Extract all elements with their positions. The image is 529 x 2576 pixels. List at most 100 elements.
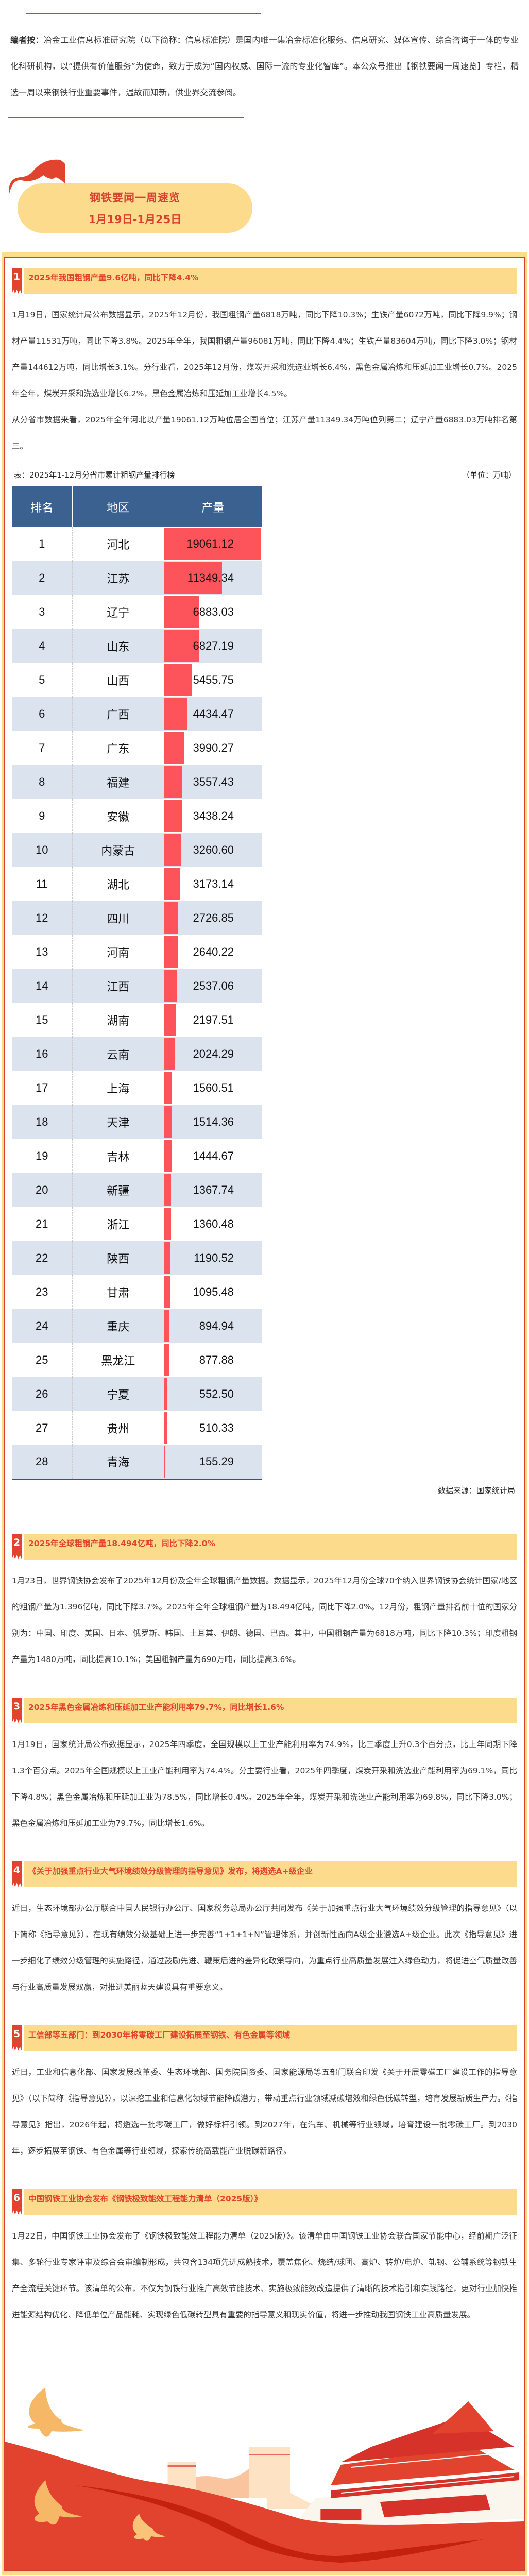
news-body: 近日，生态环境部办公厅联合中国人民银行办公厅、国家税务总局办公厅共同发布《关于加…	[12, 1895, 517, 2001]
data-bar	[164, 970, 178, 1002]
news-title: 工信部等五部门：到2030年将零碳工厂建设拓展至钢铁、有色金属等领域	[24, 2025, 517, 2051]
news-title: 2025年我国粗钢产量9.6亿吨，同比下降4.4%	[24, 268, 517, 294]
output-value: 2640.22	[193, 945, 234, 958]
news-item-5: 5 工信部等五部门：到2030年将零碳工厂建设拓展至钢铁、有色金属等领域 近日，…	[12, 2025, 517, 2164]
cell-output: 2537.06	[164, 969, 262, 1003]
cell-rank: 14	[12, 969, 73, 1003]
output-value: 1560.51	[193, 1081, 234, 1094]
cell-region: 四川	[72, 901, 164, 935]
data-bar	[164, 834, 181, 866]
cell-rank: 20	[12, 1173, 73, 1207]
news-paragraph: 1月23日，世界钢铁协会发布了2025年12月份及全年全球粗钢产量数据。数据显示…	[12, 1575, 517, 1664]
cell-region: 天津	[72, 1105, 164, 1139]
banner-box: 钢铁要闻一周速览 1月19日-1月25日	[18, 183, 252, 233]
table-row: 13 河南 2640.22	[12, 935, 262, 969]
cell-output: 155.29	[164, 1445, 262, 1480]
output-value: 3557.43	[193, 775, 234, 788]
flag-icon	[9, 159, 65, 194]
table-row: 26 宁夏 552.50	[12, 1377, 262, 1411]
cell-region: 湖北	[107, 878, 130, 891]
output-value: 510.33	[199, 1421, 234, 1434]
table-row: 27 贵州 510.33	[12, 1411, 262, 1445]
cell-output: 19061.12	[164, 527, 262, 561]
news-item-4: 4 《关于加强重点行业大气环境绩效分级管理的指导意见》发布，将遴选A+级企业 近…	[12, 1861, 517, 2001]
cell-region: 新疆	[72, 1173, 164, 1207]
table-row: 19 吉林 1444.67	[12, 1139, 262, 1173]
cell-rank: 19	[12, 1139, 73, 1173]
output-value: 2197.51	[193, 1013, 234, 1026]
cell-output: 1190.52	[164, 1241, 262, 1275]
column-header-region: 地区	[72, 486, 164, 527]
cell-rank: 27	[12, 1411, 73, 1445]
data-bar	[164, 902, 178, 934]
cell-output: 3260.60	[164, 833, 262, 867]
news-title: 2025年全球粗钢产量18.494亿吨，同比下降2.0%	[24, 1533, 517, 1560]
cell-output: 1360.48	[164, 1207, 262, 1241]
cell-region: 山东	[72, 629, 164, 663]
cell-region: 广东	[107, 742, 130, 755]
news-body: 近日，工业和信息化部、国家发展改革委、生态环境部、国务院国资委、国家能源局等五部…	[12, 2059, 517, 2164]
cell-region: 宁夏	[72, 1377, 164, 1411]
news-header: 6 中国钢铁工业协会发布《钢铁极致能效工程能力清单（2025版）》	[12, 2189, 517, 2215]
data-bar	[164, 1208, 172, 1240]
cell-rank: 26	[12, 1377, 73, 1411]
output-value: 155.29	[199, 1455, 234, 1468]
news-item-6: 6 中国钢铁工业协会发布《钢铁极致能效工程能力清单（2025版）》 1月22日，…	[12, 2189, 517, 2328]
cell-rank: 5	[12, 663, 73, 697]
output-value: 1444.67	[193, 1149, 234, 1162]
table-row: 3 辽宁 6883.03	[12, 595, 262, 629]
news-header: 2 2025年全球粗钢产量18.494亿吨，同比下降2.0%	[12, 1533, 517, 1560]
cell-rank: 12	[12, 901, 73, 935]
data-bar	[164, 1072, 173, 1104]
output-value: 877.88	[199, 1353, 234, 1366]
cell-rank: 15	[12, 1003, 73, 1037]
cell-region: 云南	[72, 1037, 164, 1071]
data-bar	[164, 528, 262, 560]
editor-note-label: 编者按：	[10, 35, 44, 45]
data-bar	[164, 664, 192, 696]
table-body: 1 河北 19061.12 2 江苏 11349.34 3 辽宁 6883.03 4 山东 6827.…	[12, 527, 262, 1480]
cell-output: 6883.03	[164, 595, 262, 629]
news-title: 中国钢铁工业协会发布《钢铁极致能效工程能力清单（2025版）》	[24, 2189, 517, 2215]
cell-rank: 22	[12, 1241, 73, 1275]
table-row: 17 上海 1560.51	[12, 1071, 262, 1105]
cell-rank: 17	[12, 1071, 73, 1105]
output-value: 4434.47	[193, 707, 234, 720]
data-bar	[164, 1106, 172, 1138]
cell-output: 4434.47	[164, 697, 262, 731]
output-value: 1190.52	[194, 1251, 234, 1264]
data-bar	[164, 596, 199, 628]
cell-rank: 6	[12, 697, 73, 731]
news-title: 2025年黑色金属冶炼和压延加工业产能利用率79.7%，同比增长1.6%	[24, 1697, 517, 1723]
cell-output: 510.33	[164, 1411, 262, 1445]
output-value: 1514.36	[193, 1115, 234, 1128]
cell-region: 山西	[107, 674, 130, 687]
editor-note: 编者按：冶金工业信息标准研究院（以下简称：信息标准院）是国内唯一集冶金标准化服务…	[0, 0, 529, 106]
data-bar	[164, 1004, 176, 1036]
table-row: 18 天津 1514.36	[12, 1105, 262, 1139]
data-bar	[164, 1140, 172, 1172]
cell-output: 552.50	[164, 1377, 262, 1411]
cell-rank: 1	[12, 527, 73, 561]
top-divider	[26, 13, 261, 14]
data-bar	[164, 1310, 169, 1342]
cell-rank: 2	[12, 561, 73, 595]
table-row: 21 浙江 1360.48	[12, 1207, 262, 1241]
table-caption: 表：2025年1-12月分省市累计粗钢产量排行榜 （单位：万吨）	[12, 465, 517, 485]
ribbon-number-icon: 1	[12, 268, 22, 294]
cell-rank: 4	[12, 629, 73, 663]
output-value: 2024.29	[193, 1047, 234, 1060]
output-value: 1360.48	[193, 1217, 234, 1230]
output-value: 6827.19	[193, 639, 234, 652]
column-header-rank: 排名	[12, 486, 73, 527]
output-value: 3173.14	[193, 877, 234, 890]
news-card-inner: 1 2025年我国粗钢产量9.6亿吨，同比下降4.4% 1月19日，国家统计局公…	[4, 257, 525, 2571]
output-value: 894.94	[199, 1319, 234, 1332]
output-value: 6883.03	[193, 605, 234, 618]
data-bar	[164, 800, 182, 832]
cell-region: 上海	[107, 1082, 130, 1095]
cell-output: 1560.51	[164, 1071, 262, 1105]
data-bar	[164, 1378, 167, 1410]
table-row: 5 山西 5455.75	[12, 663, 262, 697]
